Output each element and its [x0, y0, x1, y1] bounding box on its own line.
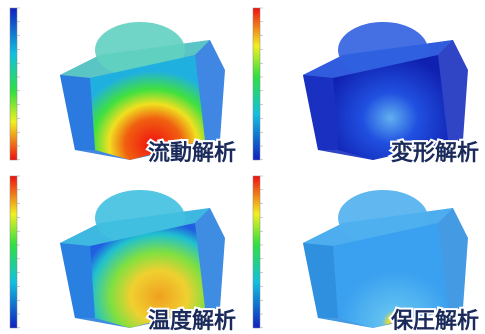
page: 流動解析 変形解析温度解析 保圧解析	[0, 0, 485, 334]
model-left	[303, 75, 338, 150]
model-left	[60, 75, 95, 150]
panel: 変形解析	[253, 8, 479, 166]
panel-label: 保圧解析	[390, 308, 479, 334]
colorbar	[253, 8, 260, 160]
panel: 温度解析	[10, 176, 236, 334]
colorbar	[10, 8, 17, 160]
colorbar	[10, 176, 17, 328]
panel-label: 温度解析	[148, 308, 236, 334]
model-left	[60, 243, 95, 318]
panel-label: 変形解析	[391, 140, 479, 166]
colorbar	[253, 176, 260, 328]
panel-label: 流動解析	[148, 140, 236, 166]
panel: 流動解析	[10, 8, 236, 166]
model-left	[303, 243, 338, 318]
panel: 保圧解析	[253, 176, 479, 334]
figure: 流動解析 変形解析温度解析 保圧解析	[0, 0, 485, 334]
